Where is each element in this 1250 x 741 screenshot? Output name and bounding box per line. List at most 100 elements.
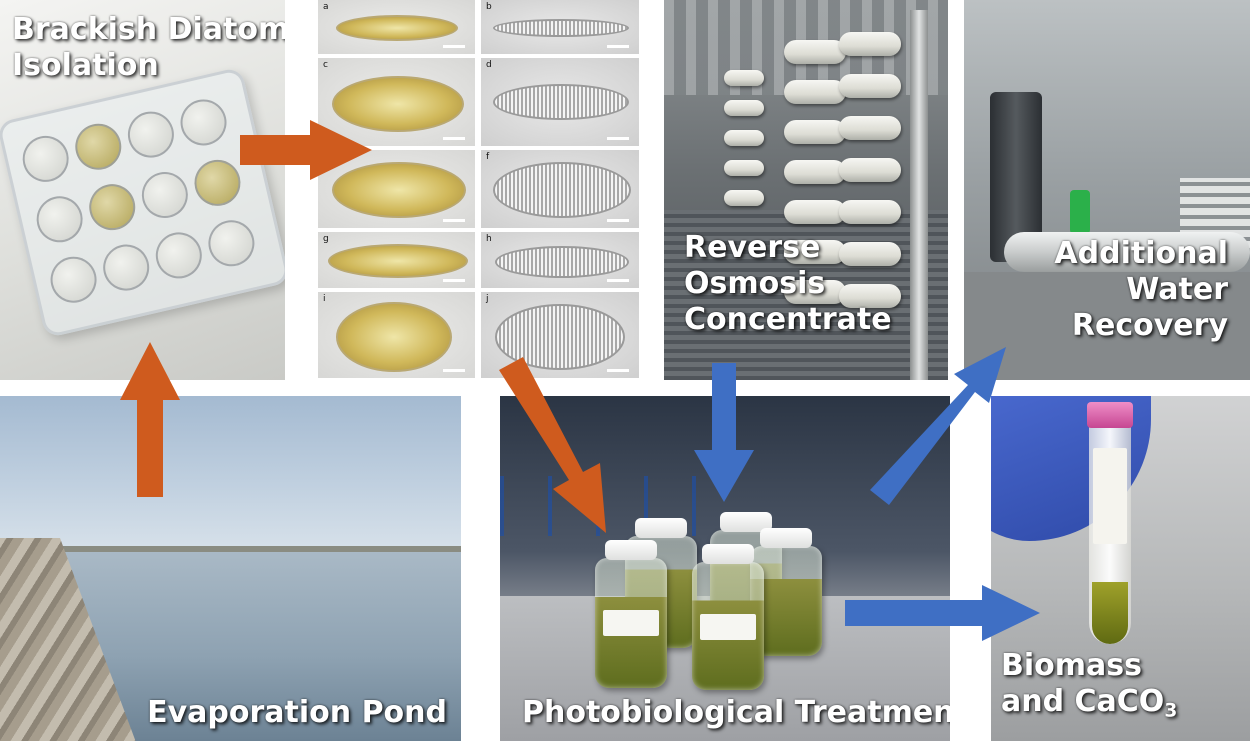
micrograph-letter: f bbox=[486, 152, 490, 162]
ro-pressure-vessel bbox=[839, 74, 901, 98]
micrograph-letter: e bbox=[323, 152, 329, 162]
photobiological-treatment-photo: Photobiological Treatment bbox=[500, 396, 950, 741]
diatom-cell bbox=[336, 15, 458, 41]
micrograph-letter: a bbox=[323, 2, 329, 12]
well bbox=[84, 179, 140, 235]
well bbox=[18, 131, 74, 187]
bottle-cap bbox=[635, 518, 687, 538]
well bbox=[151, 227, 207, 283]
diatom-cell bbox=[336, 302, 452, 372]
ro-pressure-vessel bbox=[784, 120, 846, 144]
sky bbox=[0, 396, 461, 551]
ro-pressure-vessel bbox=[724, 190, 764, 206]
reverse-osmosis-photo: Reverse Osmosis Concentrate bbox=[664, 0, 948, 380]
scale-bar bbox=[607, 279, 629, 282]
biomass-label-prefix: and CaCO bbox=[1001, 684, 1165, 719]
centrifuge-tube bbox=[1087, 402, 1133, 644]
bottle-cap bbox=[702, 544, 754, 564]
ro-pressure-vessel bbox=[784, 160, 846, 184]
ro-pressure-vessel bbox=[724, 70, 764, 86]
micrograph-letter: j bbox=[486, 294, 489, 304]
micrograph-c: c bbox=[318, 58, 475, 146]
diatom-frustule bbox=[495, 304, 625, 370]
biomass-label: Biomass and CaCO3 bbox=[1001, 648, 1177, 723]
micrograph-letter: i bbox=[323, 294, 326, 304]
bottle-tag bbox=[700, 614, 756, 640]
tube-label bbox=[1093, 448, 1127, 544]
well bbox=[123, 107, 179, 163]
ro-pressure-vessel bbox=[839, 242, 901, 266]
well bbox=[175, 94, 232, 151]
floor bbox=[964, 272, 1250, 380]
diatom-isolation-photo: Brackish Diatom Isolation bbox=[0, 0, 285, 380]
micrograph-f: f bbox=[481, 150, 639, 228]
vertical-pipe bbox=[910, 10, 928, 380]
ro-pressure-vessel bbox=[784, 200, 846, 224]
ro-pressure-vessel bbox=[839, 32, 901, 56]
ro-pressure-vessel bbox=[784, 280, 846, 304]
micrograph-b: b bbox=[481, 0, 639, 54]
micrograph-d: d bbox=[481, 58, 639, 146]
green-valve bbox=[1070, 190, 1090, 234]
ro-pressure-vessel bbox=[784, 240, 846, 264]
micrograph-j: j bbox=[481, 292, 639, 378]
ro-pressure-vessel bbox=[839, 200, 901, 224]
diatom-micrograph-grid: a b c d e f g h i j bbox=[314, 0, 643, 380]
ro-pressure-vessel bbox=[784, 40, 846, 64]
large-pipe bbox=[1004, 232, 1250, 272]
ro-label: Reverse Osmosis Concentrate bbox=[684, 230, 892, 338]
pond-label: Evaporation Pond bbox=[147, 695, 447, 730]
diatom-frustule bbox=[495, 246, 629, 278]
biomass-label-line1: Biomass bbox=[1001, 648, 1142, 683]
micrograph-letter: c bbox=[323, 60, 328, 70]
horizon bbox=[0, 546, 461, 552]
recovery-label-line3: Recovery bbox=[1071, 308, 1228, 343]
scale-bar bbox=[443, 137, 465, 140]
micrograph-letter: g bbox=[323, 234, 329, 244]
isolation-label-line1: Brackish Diatom bbox=[12, 12, 285, 47]
well-plate bbox=[0, 66, 285, 339]
lab-shelf bbox=[500, 476, 740, 536]
ro-pressure-vessel bbox=[839, 158, 901, 182]
scale-bar bbox=[607, 219, 629, 222]
well bbox=[45, 252, 102, 308]
tube-cap bbox=[1087, 402, 1133, 428]
well bbox=[203, 215, 260, 271]
recovery-label-line2: Water bbox=[1126, 272, 1228, 307]
ro-label-line3: Concentrate bbox=[684, 302, 892, 337]
scale-bar bbox=[443, 219, 465, 222]
recovery-label: Additional Water Recovery bbox=[1054, 236, 1228, 344]
isolation-label: Brackish Diatom Isolation bbox=[12, 12, 285, 84]
ro-label-line2: Osmosis bbox=[684, 266, 826, 301]
ro-pressure-vessel bbox=[784, 80, 846, 104]
diatom-cell bbox=[332, 76, 464, 132]
ro-pressure-vessel bbox=[724, 100, 764, 116]
diatom-cell bbox=[332, 162, 466, 218]
diatom-frustule bbox=[493, 162, 631, 218]
micrograph-letter: d bbox=[486, 60, 492, 70]
biomass-label-subscript: 3 bbox=[1164, 700, 1178, 722]
well bbox=[137, 167, 193, 223]
micrograph-letter: h bbox=[486, 234, 492, 244]
bottle-tag bbox=[603, 610, 659, 636]
diatom-cell bbox=[328, 244, 468, 278]
well bbox=[189, 155, 246, 211]
scale-bar bbox=[443, 369, 465, 372]
photo-label: Photobiological Treatment bbox=[522, 695, 950, 730]
ro-pressure-vessel bbox=[724, 130, 764, 146]
micrograph-letter: b bbox=[486, 2, 492, 12]
scale-bar bbox=[607, 45, 629, 48]
micrograph-e: e bbox=[318, 150, 475, 228]
ro-label-line1: Reverse bbox=[684, 230, 821, 265]
bottle-cap bbox=[720, 512, 772, 532]
ro-pressure-vessel bbox=[724, 160, 764, 176]
scale-bar bbox=[607, 137, 629, 140]
biomass-photo: Biomass and CaCO3 bbox=[991, 396, 1250, 741]
evaporation-pond-photo: Evaporation Pond bbox=[0, 396, 461, 741]
recovery-label-line1: Additional bbox=[1054, 236, 1228, 271]
scale-bar bbox=[443, 45, 465, 48]
isolation-label-line2: Isolation bbox=[12, 48, 159, 83]
water-recovery-photo: Additional Water Recovery bbox=[964, 0, 1250, 380]
ro-pressure-vessel bbox=[839, 116, 901, 140]
micrograph-h: h bbox=[481, 232, 639, 288]
